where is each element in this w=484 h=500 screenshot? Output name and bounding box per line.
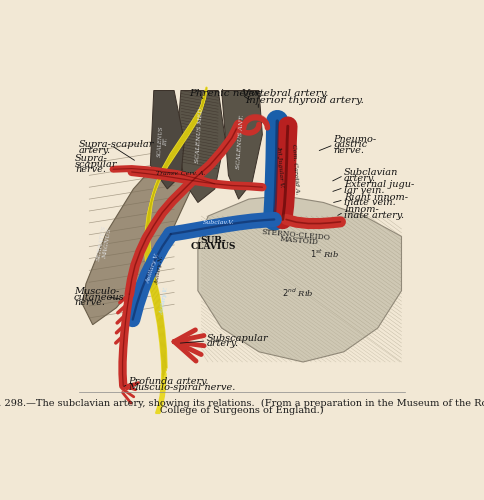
- Text: STERNO-CLEIDO: STERNO-CLEIDO: [262, 228, 331, 241]
- Text: cutaneous: cutaneous: [74, 292, 125, 302]
- Text: SCALENUS
P.T.: SCALENUS P.T.: [156, 126, 169, 158]
- Text: artery.: artery.: [79, 146, 111, 155]
- Text: SERRATUS
MAGNUS: SERRATUS MAGNUS: [96, 224, 113, 262]
- Text: SCALENUS MED.: SCALENUS MED.: [195, 106, 204, 163]
- Text: MASTOID: MASTOID: [279, 235, 319, 246]
- Text: Axillary V.: Axillary V.: [160, 286, 169, 315]
- Text: scapular: scapular: [75, 160, 118, 168]
- Text: Innom-: Innom-: [344, 205, 378, 214]
- Text: SUB-: SUB-: [200, 236, 226, 245]
- Text: Com. Carotid A.: Com. Carotid A.: [291, 144, 300, 194]
- Text: Int.Jugular V.: Int.Jugular V.: [276, 146, 284, 188]
- Text: Profunda artery.: Profunda artery.: [128, 377, 209, 386]
- Text: nerve.: nerve.: [333, 146, 364, 155]
- Text: Subclav.V.: Subclav.V.: [202, 220, 234, 224]
- Polygon shape: [178, 90, 225, 202]
- Text: Phrenic nerve.: Phrenic nerve.: [189, 90, 266, 98]
- Text: $2^{nd}$ Rib: $2^{nd}$ Rib: [282, 286, 314, 298]
- Text: inate artery.: inate artery.: [344, 210, 404, 220]
- Text: nerve.: nerve.: [75, 166, 106, 174]
- Text: External jugu-: External jugu-: [344, 180, 414, 190]
- Polygon shape: [222, 90, 262, 199]
- Polygon shape: [198, 196, 402, 362]
- Text: Subclavian: Subclavian: [344, 168, 398, 177]
- Text: Transv. Cerv. A.: Transv. Cerv. A.: [156, 171, 206, 176]
- Text: Musculo-spiral nerve.: Musculo-spiral nerve.: [128, 383, 236, 392]
- Text: Subscapular: Subscapular: [206, 334, 268, 342]
- Text: Axillary V.: Axillary V.: [146, 253, 160, 284]
- Text: College of Surgeons of England.): College of Surgeons of England.): [160, 406, 324, 414]
- Text: inate vein.: inate vein.: [344, 198, 395, 207]
- Text: artery.: artery.: [344, 174, 376, 183]
- Text: Right innom-: Right innom-: [344, 192, 408, 202]
- Text: Vertebral artery.: Vertebral artery.: [242, 90, 328, 98]
- Polygon shape: [151, 90, 184, 189]
- Text: gastric: gastric: [333, 140, 368, 149]
- Text: Fig. 298.—The subclavian artery, showing its relations.  (From a preparation in : Fig. 298.—The subclavian artery, showing…: [0, 398, 484, 407]
- Text: Supra-scapular: Supra-scapular: [79, 140, 154, 149]
- Text: nerve.: nerve.: [74, 298, 105, 308]
- Text: Pneumo-: Pneumo-: [333, 134, 377, 143]
- Text: Supra-: Supra-: [75, 154, 108, 163]
- Text: Musculo-: Musculo-: [74, 287, 119, 296]
- Text: $1^{st}$ Rib: $1^{st}$ Rib: [310, 247, 339, 260]
- Polygon shape: [82, 148, 195, 324]
- Text: Axillary N.: Axillary N.: [154, 256, 165, 286]
- Text: artery.: artery.: [206, 340, 239, 348]
- Text: lar vein.: lar vein.: [344, 186, 384, 195]
- Text: CLAVIUS: CLAVIUS: [191, 242, 236, 251]
- Text: SCALENUS ANT.: SCALENUS ANT.: [236, 114, 245, 169]
- Text: Inferior thyroid artery.: Inferior thyroid artery.: [245, 96, 364, 105]
